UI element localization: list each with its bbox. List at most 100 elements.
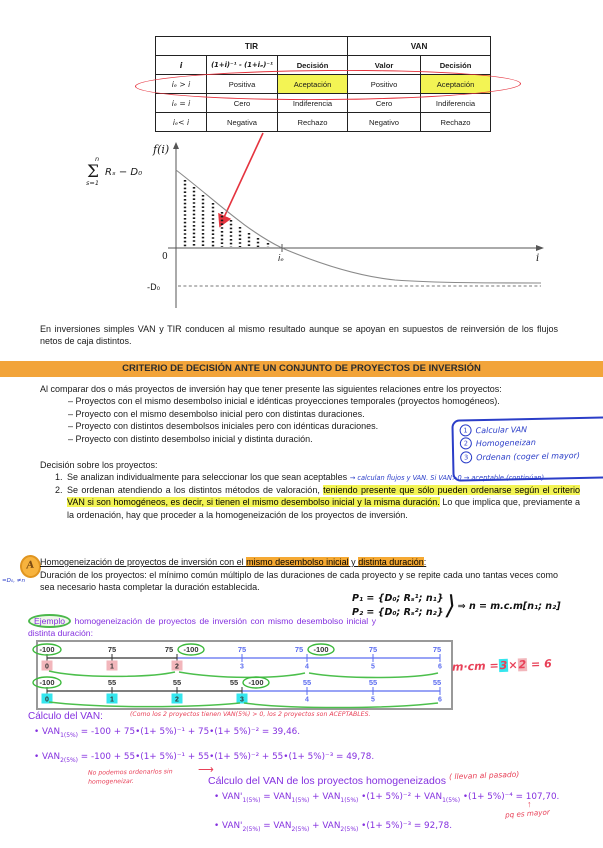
mcm-formula: P₁ = {D₀; Rₛ¹; n₁} P₂ = {D₀; Rₛ²; n₂} ⟩ … — [352, 591, 561, 621]
formula-part: •(1+ 5%)⁻² + VAN — [358, 792, 443, 802]
bring-to-past-note: ( llevan al pasado) — [448, 769, 520, 782]
hand-note-item1: → calculan flujos y VAN. Si VAN>0 → acep… — [349, 474, 545, 483]
graph-ylabel: f(i) — [152, 143, 169, 156]
col-header-i: i — [155, 55, 207, 75]
flow-value: 75 — [295, 645, 303, 654]
step-number: 1 — [459, 424, 472, 437]
mcm-times: × — [508, 658, 518, 672]
sum-body: Rₛ − D₀ — [105, 167, 142, 178]
tick-label: 3 — [240, 664, 244, 671]
compare-block: Al comparar dos o más proyectos de inver… — [40, 383, 580, 445]
flow-extra-outlay: -100 — [313, 645, 328, 654]
formula-sub: 1(5%) — [442, 796, 461, 804]
van1-homog-formula: VAN'1(5%) = VAN1(5%) + VAN1(5%) •(1+ 5%)… — [214, 792, 559, 804]
flow-value: -100 — [39, 678, 54, 687]
flow-extra-outlay: -100 — [183, 645, 198, 654]
van-calc-heading: Cálculo del VAN: — [28, 711, 103, 722]
example-intro: Ejemplo homogeneización de proyectos de … — [28, 614, 376, 640]
intro-paragraph: En inversiones simples VAN y TIR conduce… — [40, 324, 558, 347]
ejemplo-text: homogeneización de proyectos de inversió… — [28, 616, 376, 638]
relation-text: Proyecto con el mismo desembolso inicial… — [75, 408, 365, 419]
sum-upper-limit: n — [95, 155, 99, 163]
sigma-symbol: Σ — [87, 162, 99, 182]
formula-sub: 2(5%) — [291, 825, 310, 833]
timelines-diagram: -100 75 75 -100 75 75 -100 75 75 0 — [32, 643, 442, 709]
cycle-braces — [48, 701, 439, 709]
timeline-project-1: -100 75 75 -100 75 75 -100 75 75 0 — [32, 643, 442, 679]
flow-value: 75 — [369, 645, 377, 654]
cell: Negativo — [347, 112, 422, 132]
homog-heading-text: Homogeneización de proyectos de inversió… — [40, 557, 247, 567]
flow-value: 55 — [173, 678, 181, 687]
decision-table: TIR VAN i (1+i)⁻¹ - (1+iₑ)⁻¹ Decisión Va… — [154, 36, 492, 132]
flow-value: 55 — [369, 678, 377, 687]
tick-label: 3 — [240, 697, 244, 704]
compare-intro: Al comparar dos o más proyectos de inver… — [40, 384, 502, 394]
formula-sub: 2(5%) — [340, 825, 359, 833]
ejemplo-label: Ejemplo — [28, 614, 72, 628]
van1-formula: VAN1(5%) = -100 + 75•(1+ 5%)⁻¹ + 75•(1+ … — [34, 727, 300, 739]
tick-label: 0 — [45, 697, 49, 704]
red-arrow-glyph: ⟶ — [198, 764, 214, 776]
decision-item-2-text: Se ordenan atendiendo a los distintos mé… — [67, 484, 324, 495]
formula-part: = VAN — [260, 821, 292, 831]
formula-sub: 1(5%) — [242, 796, 261, 804]
relation-text: Proyecto con distinto desembolso inicial… — [75, 433, 313, 444]
list-item: Proyecto con el mismo desembolso inicial… — [68, 408, 580, 420]
table-row: iₑ< i Negativa Rechazo Negativo Rechazo — [155, 112, 492, 132]
tick-label: 4 — [305, 697, 309, 704]
angle-brace: ⟩ — [445, 591, 456, 621]
cell-highlighted: Aceptación — [276, 74, 349, 94]
section-a-badge: A — [18, 553, 43, 580]
flow-value: 75 — [165, 645, 173, 654]
p1-definition: P₁ = {D₀; Rₛ¹; n₁} — [352, 593, 444, 605]
homog-heading: Homogeneización de proyectos de inversió… — [40, 556, 580, 568]
minus-d0-label: -D₀ — [147, 283, 161, 293]
tick-label: 2 — [175, 697, 179, 704]
cell: iₑ< i — [155, 112, 207, 132]
step-text: Homogeneizan — [475, 438, 536, 449]
decision-list: Se analizan individualmente para selecci… — [40, 471, 580, 521]
sum-lower-limit: s=1 — [86, 179, 99, 187]
ie-root-label: iₑ — [278, 254, 284, 264]
van-curve — [175, 169, 542, 284]
relation-text: Proyecto con distintos desembolsos inici… — [75, 421, 379, 432]
van-homog-heading: Cálculo del VAN de los proyectos homogen… — [208, 775, 446, 787]
flow-value: 55 — [303, 678, 311, 687]
tick-label: 1 — [110, 664, 114, 671]
tick-label: 2 — [175, 664, 179, 671]
mcm-factor-pink: 2 — [517, 658, 528, 672]
formula-part: VAN — [42, 727, 61, 737]
tick-label: 0 — [45, 664, 49, 671]
period-labels: 0 1 2 3 4 5 6 — [41, 693, 442, 704]
cycle-braces — [48, 670, 439, 679]
formula-sub: 1(5%) — [60, 731, 78, 739]
step-text: Calcular VAN — [475, 425, 528, 436]
formula-part: •(1+ 5%)⁻⁴ = 107,70. — [460, 792, 560, 802]
formula-part: = -100 + 75•(1+ 5%)⁻¹ + 75•(1+ 5%)⁻² = 3… — [78, 727, 301, 737]
section-heading-band: CRITERIO DE DECISIÓN ANTE UN CONJUNTO DE… — [0, 361, 603, 377]
flow-value: 75 — [238, 645, 246, 654]
margin-note: =D₀, ≠n — [2, 578, 26, 584]
flow-value: 55 — [433, 678, 441, 687]
decision-block: Decisión sobre los proyectos: Se analiza… — [40, 459, 580, 521]
van-acceptable-note: (Como los 2 proyectos tienen VAN(5%) > 0… — [130, 711, 371, 718]
formula-sub: 1(5%) — [291, 796, 310, 804]
timeline-project-2: -100 55 55 55 -100 55 55 55 0 — [32, 676, 442, 709]
formula-part: VAN — [42, 752, 61, 762]
decision-item-2-cont: Lo que implica que, previamente a la ord… — [67, 497, 580, 520]
list-item: Proyecto con distinto desembolso inicial… — [68, 433, 580, 445]
winner-arrow: ↑ — [527, 799, 532, 809]
mcm-hand-note: m·cm =3×2 = 6 — [452, 657, 552, 673]
mcm-result: ⇒ n = m.c.m[n₁; n₂] — [457, 600, 561, 612]
formula-part: VAN' — [222, 821, 243, 831]
winner-note: pq es mayor — [504, 807, 551, 820]
decision-item-1: Se analizan individualmente para selecci… — [65, 471, 580, 483]
decision-title: Decisión sobre los proyectos: — [40, 460, 158, 470]
tick-label: 1 — [110, 697, 114, 704]
graph-xlabel: i — [536, 253, 539, 264]
orange-highlight-2: distinta duración — [358, 557, 424, 567]
orange-highlight-1: mismo desembolso inicial — [246, 557, 349, 567]
van2-homog-formula: VAN'2(5%) = VAN2(5%) + VAN2(5%) •(1+ 5%)… — [214, 821, 452, 833]
green-circles — [32, 643, 335, 656]
